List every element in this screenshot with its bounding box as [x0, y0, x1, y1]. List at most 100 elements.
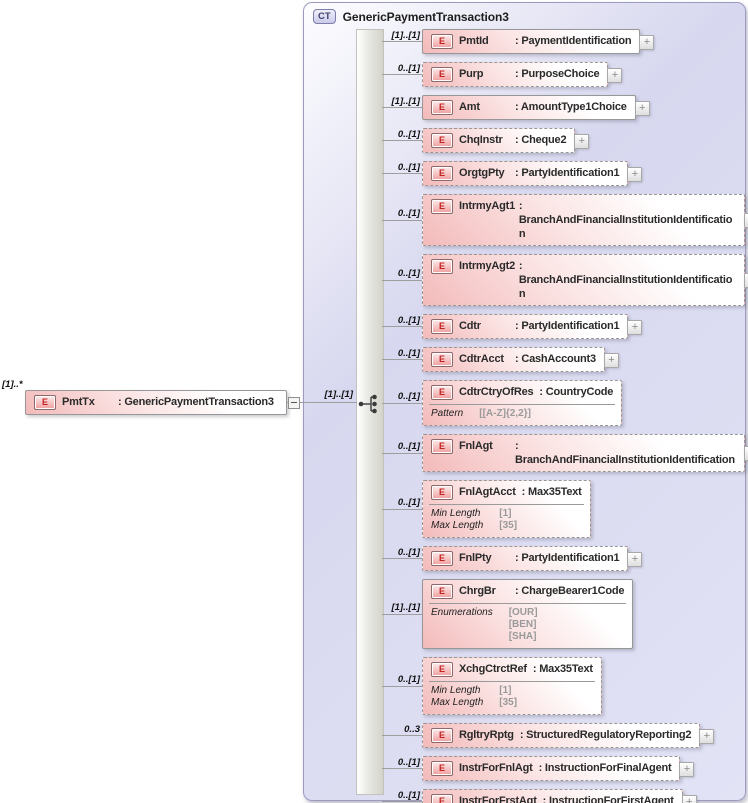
facet-divider — [429, 504, 584, 505]
branch-line — [382, 41, 422, 42]
facet-list: Pattern [[A-Z]{2,2}] — [423, 408, 621, 425]
branch-line — [382, 685, 422, 687]
element-type: : InstructionForFinalAgent — [538, 762, 672, 774]
expand-icon[interactable]: + — [627, 551, 643, 567]
element-purp[interactable]: E Purp: PurposeChoice + — [422, 62, 623, 87]
facet-list: Min Length [1] Max Length [35] — [423, 685, 601, 714]
facet-value: [35] — [499, 520, 518, 531]
branch-line — [382, 326, 422, 327]
element-icon: E — [431, 485, 453, 500]
expand-icon[interactable]: + — [744, 273, 748, 288]
element-header: E PmtId: PaymentIdentification — [423, 30, 639, 53]
element-header: E CdtrCtryOfRes: CountryCode — [423, 381, 621, 404]
element-row: 0..[1] E CdtrAcct: CashAccount3 + — [382, 347, 619, 372]
element-row: 0..[1] E IntrmyAgt1: BranchAndFinancialIns… — [382, 194, 748, 246]
expand-icon[interactable]: + — [699, 728, 715, 744]
element-name: FnlAgt — [459, 440, 493, 452]
facet-value: [BEN] — [508, 619, 537, 630]
element-header: E CdtrAcct: CashAccount3 — [423, 348, 604, 371]
expand-icon[interactable]: + — [634, 100, 650, 116]
element-name: FnlAgtAcct — [459, 486, 516, 498]
expand-icon[interactable]: + — [607, 67, 623, 83]
cardinality-label: 0..[1] — [397, 161, 420, 173]
element-orgtgpty[interactable]: E OrgtgPty: PartyIdentification1 + — [422, 161, 643, 186]
cardinality-label: 0..[1] — [397, 789, 420, 801]
sequence-icon[interactable] — [356, 393, 382, 415]
element-header: E ChrgBr: ChargeBearer1Code — [423, 580, 632, 603]
facet-divider — [429, 681, 595, 682]
root-element-type: : GenericPaymentTransaction3 — [118, 396, 274, 408]
element-icon: E — [431, 352, 453, 367]
element-icon: E — [431, 319, 453, 334]
complex-type-title: GenericPaymentTransaction3 — [342, 9, 509, 24]
element-row: 0..[1] E Purp: PurposeChoice + — [382, 62, 623, 87]
facet-values: [35] — [499, 697, 593, 709]
element-header: E FnlPty: PartyIdentification1 — [423, 547, 627, 570]
element-type: : InstructionForFirstAgent — [542, 795, 674, 803]
expand-icon[interactable]: + — [679, 761, 695, 777]
element-intrmyagt2[interactable]: E IntrmyAgt2: BranchAndFinancialInstituti… — [422, 254, 748, 306]
branch-line — [382, 219, 422, 221]
element-row: 0..[1] E ChqInstr: Cheque2 + — [382, 128, 590, 153]
facet-list: Min Length [1] Max Length [35] — [423, 508, 590, 537]
element-instrforfnlagt[interactable]: E InstrForFnlAgt: InstructionForFinalAgen… — [422, 756, 695, 781]
element-chrgbr[interactable]: E ChrgBr: ChargeBearer1Code Enumerations [O… — [422, 579, 634, 649]
branch-line — [382, 452, 422, 454]
expand-icon[interactable]: + — [639, 34, 655, 50]
element-icon: E — [431, 34, 453, 49]
element-fnlagtacct[interactable]: E FnlAgtAcct: Max35Text Min Length [1] Max L… — [422, 480, 591, 538]
element-type: : BranchAndFinancialInstitutionIdentific… — [518, 200, 733, 240]
connection-cardinality-label: [1]..[1] — [324, 389, 354, 400]
element-name: IntrmyAgt1 — [459, 200, 516, 212]
cardinality-label: 0..[1] — [397, 756, 420, 768]
element-cdtrctryofres[interactable]: E CdtrCtryOfRes: CountryCode Pattern [[A-Z]… — [422, 380, 623, 426]
cardinality-label: 0..3 — [404, 723, 420, 735]
element-fnlagt[interactable]: E FnlAgt: BranchAndFinancialInstitutionId… — [422, 434, 748, 472]
element-rgltryrptg[interactable]: E RgltryRptg: StructuredRegulatoryReporti… — [422, 723, 715, 748]
element-icon: E — [431, 199, 453, 214]
complex-type-container: CT GenericPaymentTransaction3 [1]..[1] E P… — [303, 2, 748, 803]
cardinality-label: 0..[1] — [397, 441, 420, 452]
element-name: IntrmyAgt2 — [459, 260, 516, 272]
element-icon: E — [431, 133, 453, 148]
element-cdtr[interactable]: E Cdtr: PartyIdentification1 + — [422, 314, 643, 339]
element-amt[interactable]: E Amt: AmountType1Choice + — [422, 95, 650, 120]
expand-icon[interactable]: + — [574, 133, 590, 149]
expand-icon[interactable]: + — [603, 352, 619, 368]
element-name: FnlPty — [459, 552, 492, 564]
facet-value: [[A-Z]{2,2}] — [479, 408, 531, 419]
element-name: OrgtgPty — [459, 167, 505, 179]
element-icon: E — [431, 584, 453, 599]
element-name: ChrgBr — [459, 585, 496, 597]
expand-icon[interactable]: + — [627, 166, 643, 182]
element-cdtracct[interactable]: E CdtrAcct: CashAccount3 + — [422, 347, 619, 372]
collapse-icon[interactable] — [288, 397, 300, 409]
branch-line — [382, 735, 422, 736]
expand-icon[interactable]: + — [744, 213, 748, 228]
element-type: : StructuredRegulatoryReporting2 — [519, 729, 692, 741]
element-row: 0..3 E RgltryRptg: StructuredRegulatoryRep… — [382, 723, 715, 748]
element-row: 0..[1] E IntrmyAgt2: BranchAndFinancialIns… — [382, 254, 748, 306]
element-name: ChqInstr — [459, 134, 503, 146]
cardinality-label: 0..[1] — [397, 391, 420, 402]
element-pmtid[interactable]: E PmtId: PaymentIdentification + — [422, 29, 655, 54]
expand-icon[interactable]: + — [627, 319, 643, 335]
element-icon: E — [431, 385, 453, 400]
expand-icon[interactable]: + — [681, 794, 697, 803]
element-intrmyagt1[interactable]: E IntrmyAgt1: BranchAndFinancialInstituti… — [422, 194, 748, 246]
root-element[interactable]: E PmtTx : GenericPaymentTransaction3 — [25, 390, 287, 415]
element-header: E RgltryRptg: StructuredRegulatoryReporti… — [423, 724, 699, 747]
facet-list: Enumerations [OUR] [BEN] [SHA] — [423, 607, 632, 648]
element-row: 0..[1] E XchgCtrctRef: Max35Text Min Length… — [382, 657, 602, 715]
element-instrforfrstagt[interactable]: E InstrForFrstAgt: InstructionForFirstAge… — [422, 789, 697, 803]
element-xchgctrctref[interactable]: E XchgCtrctRef: Max35Text Min Length [1] Max… — [422, 657, 602, 715]
element-name: RgltryRptg — [459, 729, 514, 741]
facet-value: [1] — [499, 508, 512, 519]
element-chqinstr[interactable]: E ChqInstr: Cheque2 + — [422, 128, 590, 153]
facet-label: Max Length — [431, 697, 484, 708]
element-header: E FnlAgt: BranchAndFinancialInstitutionId… — [423, 435, 744, 471]
element-fnlpty[interactable]: E FnlPty: PartyIdentification1 + — [422, 546, 643, 571]
element-icon: E — [431, 259, 453, 274]
facet-divider — [429, 404, 616, 405]
expand-icon[interactable]: + — [744, 446, 748, 461]
